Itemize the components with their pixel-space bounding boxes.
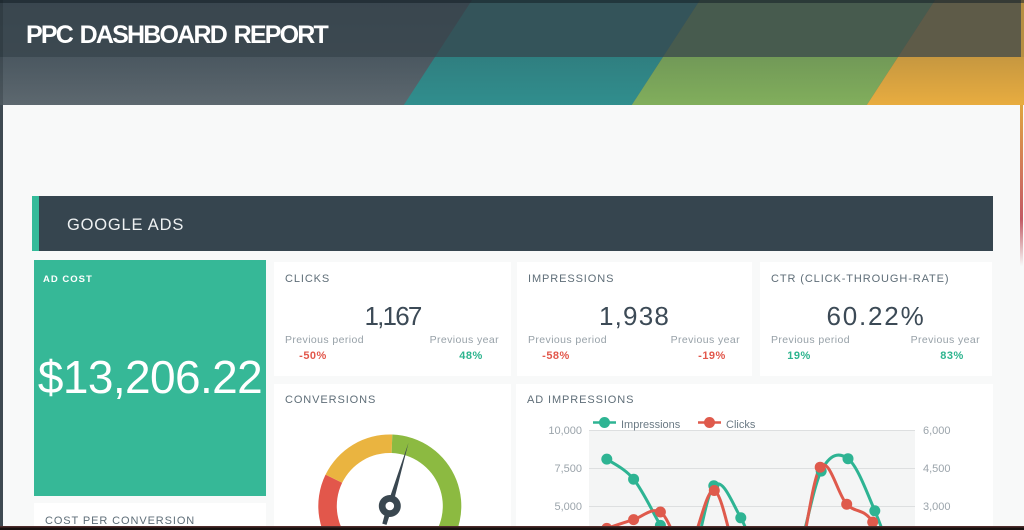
svg-text:5,000: 5,000 (554, 501, 582, 513)
svg-text:7,500: 7,500 (554, 463, 582, 475)
svg-text:10,000: 10,000 (548, 425, 582, 437)
svg-text:6,000: 6,000 (923, 425, 951, 437)
svg-text:Impressions: Impressions (621, 419, 681, 431)
svg-text:Clicks: Clicks (726, 419, 756, 431)
svg-text:3,000: 3,000 (923, 501, 951, 513)
svg-text:4,500: 4,500 (923, 463, 951, 475)
